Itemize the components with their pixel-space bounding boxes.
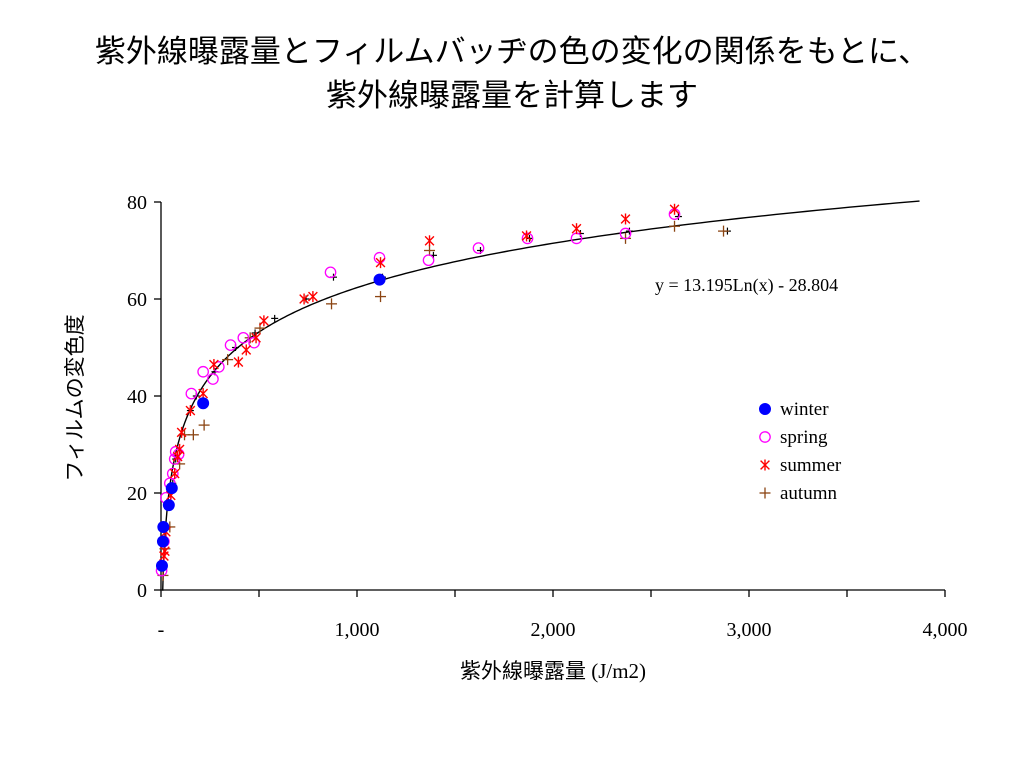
x-tick-label: -	[158, 619, 165, 641]
x-tick-label: 1,000	[335, 619, 380, 641]
spring-point	[237, 331, 250, 344]
summer-point	[424, 235, 435, 247]
x-tick-label: 4,000	[923, 619, 968, 641]
summer-point	[169, 468, 180, 480]
y-tick-label: 40	[127, 386, 147, 408]
spring-point	[224, 339, 237, 351]
winter-point	[156, 535, 169, 548]
summer-point	[233, 356, 244, 368]
legend-label-spring: spring	[780, 427, 828, 448]
summer-point	[160, 545, 170, 557]
winter-point	[157, 520, 170, 533]
autumn-point	[669, 220, 681, 232]
summer-point	[521, 230, 532, 242]
spring-point	[248, 336, 260, 349]
autumn-point	[375, 291, 387, 303]
chart-legend: winter spring summer autumn	[759, 399, 842, 504]
autumn-point	[326, 298, 338, 310]
x-axis-label: 紫外線曝露量 (J/m2)	[460, 659, 646, 683]
legend-label-winter: winter	[780, 399, 829, 420]
trendline	[162, 200, 920, 591]
x-axis-ticks: - 1,000 2,000 3,000 4,000	[158, 590, 968, 641]
y-tick-label: 20	[127, 483, 147, 505]
autumn-point	[187, 429, 199, 441]
summer-point	[185, 405, 196, 417]
spring-point	[619, 227, 632, 240]
legend-marker-spring	[759, 431, 771, 443]
y-axis-label: フィルムの変色度	[63, 314, 87, 481]
x-tick-label: 2,000	[531, 619, 576, 641]
winter-point	[373, 273, 386, 286]
legend-marker-summer	[760, 459, 770, 471]
series-winter	[155, 273, 386, 572]
summer-point	[571, 223, 582, 235]
summer-point	[259, 315, 269, 327]
summer-point	[174, 443, 185, 455]
slide-title: 紫外線曝露量とフィルムバッヂの色の変化の関係をもとに、 紫外線曝露量を計算します	[0, 30, 1024, 118]
winter-point	[197, 397, 210, 410]
spring-point	[185, 387, 198, 400]
y-tick-label: 0	[137, 580, 147, 602]
unlabeled-point	[271, 314, 279, 322]
y-tick-label: 60	[127, 289, 147, 311]
data-points	[155, 203, 731, 581]
unlabeled-point	[251, 329, 259, 337]
spring-point	[197, 365, 209, 378]
y-tick-label: 80	[127, 192, 147, 214]
title-line-2: 紫外線曝露量を計算します	[326, 78, 698, 114]
title-line-1: 紫外線曝露量とフィルムバッヂの色の変化の関係をもとに、	[94, 34, 930, 70]
legend-label-summer: summer	[780, 455, 842, 476]
spring-point	[166, 467, 179, 480]
equation-annotation: y = 13.195Ln(x) - 28.804	[655, 275, 838, 296]
summer-point	[241, 344, 252, 356]
spring-point	[422, 254, 435, 267]
winter-point	[165, 482, 178, 495]
spring-point	[472, 242, 485, 254]
x-tick-label: 3,000	[727, 619, 772, 641]
summer-point	[198, 388, 209, 400]
autumn-point	[424, 245, 436, 256]
autumn-point	[198, 419, 210, 431]
summer-point	[176, 426, 187, 438]
summer-point	[251, 332, 261, 344]
summer-point	[299, 293, 309, 305]
autumn-point	[718, 225, 730, 237]
winter-point	[155, 559, 168, 572]
legend-marker-winter	[759, 403, 771, 415]
series-spring	[155, 208, 681, 577]
legend-marker-autumn	[759, 487, 771, 499]
chart-axes	[160, 202, 945, 591]
summer-point	[209, 358, 219, 370]
winter-point	[162, 499, 175, 512]
summer-point	[620, 213, 631, 225]
autumn-point	[222, 354, 234, 366]
spring-point	[324, 266, 337, 279]
spring-point	[207, 373, 219, 385]
summer-point	[375, 257, 386, 269]
series-summer	[159, 203, 680, 562]
legend-label-autumn: autumn	[780, 483, 837, 504]
trendline-curve	[162, 200, 920, 591]
spring-point	[169, 445, 182, 458]
y-axis-ticks: 0 20 40 60 80	[127, 192, 161, 602]
summer-point	[669, 203, 680, 215]
series-autumn	[157, 220, 730, 581]
spring-point	[521, 232, 534, 245]
summer-point	[308, 291, 318, 303]
summer-point	[172, 451, 183, 463]
